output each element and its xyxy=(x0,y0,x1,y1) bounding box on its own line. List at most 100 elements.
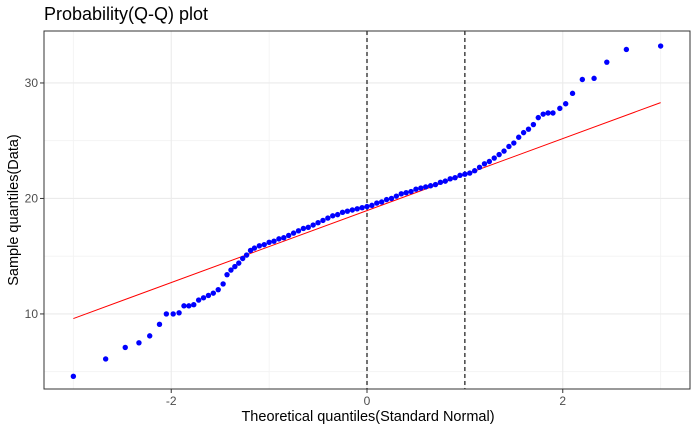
data-point xyxy=(236,260,242,266)
data-point xyxy=(344,208,351,214)
data-point xyxy=(256,243,263,249)
data-point xyxy=(354,206,360,212)
data-point xyxy=(520,129,527,136)
x-tick-label: 0 xyxy=(364,394,371,408)
reference-layer xyxy=(73,102,661,320)
vertical-lines-layer xyxy=(366,31,466,389)
data-point xyxy=(408,188,414,195)
data-point xyxy=(156,321,163,328)
data-point xyxy=(427,183,434,189)
data-point xyxy=(393,193,400,199)
data-point xyxy=(251,245,258,251)
data-point xyxy=(403,189,409,196)
data-point xyxy=(486,158,493,165)
data-point xyxy=(467,170,473,176)
data-point xyxy=(266,239,272,246)
data-point xyxy=(432,181,439,188)
data-point xyxy=(359,204,365,211)
data-point xyxy=(200,295,207,301)
points-layer xyxy=(70,43,664,379)
data-point xyxy=(550,110,556,116)
data-point xyxy=(239,255,246,262)
data-point xyxy=(281,235,287,241)
data-point xyxy=(210,290,217,296)
data-point xyxy=(423,184,429,190)
data-point xyxy=(136,340,142,346)
data-point xyxy=(364,203,370,210)
data-point xyxy=(591,75,597,82)
data-point xyxy=(330,213,336,219)
data-point xyxy=(325,215,331,221)
data-point xyxy=(413,186,419,192)
data-point xyxy=(349,207,356,213)
data-point xyxy=(315,220,321,226)
data-point xyxy=(657,43,664,49)
data-point xyxy=(569,90,576,97)
y-tick-label: 20 xyxy=(25,191,39,205)
y-axis-title: Sample quantiles(Data) xyxy=(6,134,22,286)
data-point xyxy=(437,179,444,185)
data-point xyxy=(525,126,532,132)
data-point xyxy=(383,196,390,203)
ticks-layer: -2 0 2 10 20 30 xyxy=(25,76,567,408)
data-point xyxy=(501,148,507,154)
x-tick-label: 2 xyxy=(559,394,566,408)
data-point xyxy=(191,301,197,308)
y-tick-label: 10 xyxy=(25,307,39,321)
data-point xyxy=(224,271,230,278)
data-point xyxy=(481,161,488,167)
data-point xyxy=(516,134,522,140)
data-point xyxy=(186,303,192,309)
data-point xyxy=(220,281,226,287)
data-point xyxy=(285,232,292,239)
data-point xyxy=(604,59,610,65)
data-point xyxy=(276,236,282,242)
data-point xyxy=(496,151,502,158)
data-point xyxy=(290,230,297,236)
data-point xyxy=(102,356,109,362)
data-point xyxy=(623,46,630,53)
data-point xyxy=(447,176,453,182)
data-point xyxy=(388,195,395,202)
data-point xyxy=(491,155,497,161)
data-point xyxy=(562,101,569,107)
data-point xyxy=(320,217,326,224)
data-point xyxy=(261,241,267,248)
data-point xyxy=(506,143,512,150)
data-point xyxy=(205,292,212,299)
data-point xyxy=(228,267,234,273)
data-point xyxy=(310,222,316,228)
data-point xyxy=(398,191,404,197)
data-point xyxy=(195,297,202,303)
data-point xyxy=(122,344,128,351)
data-point xyxy=(247,247,254,254)
data-point xyxy=(457,172,463,179)
data-point xyxy=(147,333,153,339)
data-point xyxy=(462,171,468,177)
data-point xyxy=(170,311,176,317)
data-point xyxy=(232,263,238,270)
data-point xyxy=(378,199,385,205)
data-point xyxy=(300,225,307,232)
x-axis-title: Theoretical quantiles(Standard Normal) xyxy=(241,409,494,425)
data-point xyxy=(557,105,563,112)
data-point xyxy=(374,200,380,206)
data-point xyxy=(181,303,187,309)
data-point xyxy=(295,228,302,234)
data-point xyxy=(476,164,483,170)
data-point xyxy=(579,76,586,83)
reference-line xyxy=(73,102,661,320)
data-point xyxy=(176,310,182,316)
data-point xyxy=(243,252,250,258)
data-point xyxy=(545,110,551,116)
data-point xyxy=(305,224,311,231)
data-point xyxy=(163,311,170,317)
x-tick-label: -2 xyxy=(166,394,177,408)
data-point xyxy=(471,168,478,174)
data-point xyxy=(215,286,221,293)
data-point xyxy=(418,185,424,191)
data-point xyxy=(535,114,541,121)
chart-title: Probability(Q-Q) plot xyxy=(44,4,208,24)
data-point xyxy=(452,174,458,181)
